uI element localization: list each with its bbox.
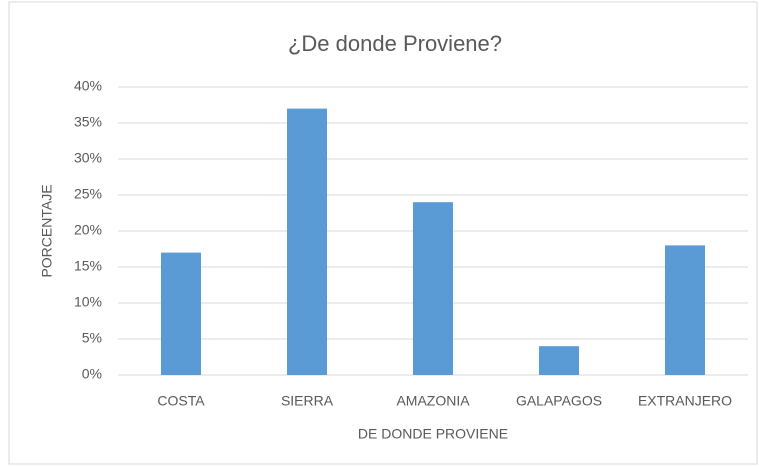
chart-frame bbox=[8, 1, 758, 465]
y-tick-label: 5% bbox=[82, 330, 102, 346]
y-tick-label: 30% bbox=[74, 150, 102, 166]
y-tick-label: 25% bbox=[74, 186, 102, 202]
x-tick-label: SIERRA bbox=[281, 393, 334, 409]
bar bbox=[539, 346, 579, 375]
y-tick-label: 35% bbox=[74, 114, 102, 130]
x-axis-label: DE DONDE PROVIENE bbox=[358, 426, 508, 442]
x-tick-label: EXTRANJERO bbox=[638, 393, 732, 409]
y-axis-label: PORCENTAJE bbox=[39, 184, 55, 277]
bar bbox=[413, 202, 453, 375]
y-tick-label: 40% bbox=[74, 78, 102, 94]
x-tick-label: GALAPAGOS bbox=[516, 393, 602, 409]
x-tick-label: COSTA bbox=[157, 393, 205, 409]
chart-title: ¿De donde Proviene? bbox=[288, 31, 502, 56]
y-tick-label: 15% bbox=[74, 258, 102, 274]
y-tick-label: 20% bbox=[74, 222, 102, 238]
x-tick-label: AMAZONIA bbox=[396, 393, 470, 409]
bar bbox=[287, 108, 327, 375]
bar bbox=[161, 252, 201, 375]
y-tick-label: 0% bbox=[82, 366, 102, 382]
bar bbox=[665, 245, 705, 375]
y-tick-label: 10% bbox=[74, 294, 102, 310]
